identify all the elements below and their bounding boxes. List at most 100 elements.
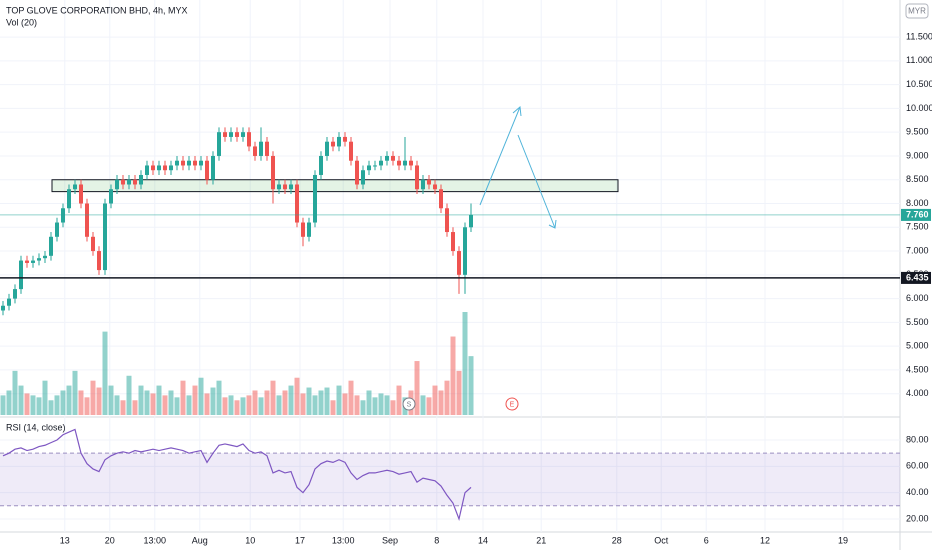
volume-bar <box>432 385 438 415</box>
candle-body <box>469 214 473 228</box>
candle-body <box>223 132 227 137</box>
candle-body <box>397 160 401 166</box>
candle-body <box>19 260 23 290</box>
candle-body <box>313 174 317 223</box>
rsi-band <box>0 453 900 506</box>
volume-bar <box>192 385 198 415</box>
candle-body <box>79 184 83 204</box>
event-label: E <box>510 401 515 408</box>
volume-bar <box>156 385 162 415</box>
volume-bar <box>24 393 30 415</box>
volume-bar <box>120 400 126 415</box>
candle-body <box>235 132 239 137</box>
volume-bar <box>282 390 288 415</box>
candle-body <box>13 289 17 299</box>
y-tick-label: 6.000 <box>906 293 929 303</box>
zone <box>51 179 619 193</box>
y-tick-label: 10.500 <box>906 79 932 89</box>
volume-bar <box>258 397 264 415</box>
x-tick-label: 12 <box>760 535 770 545</box>
currency-box[interactable] <box>905 3 929 19</box>
volume-bar <box>318 390 324 415</box>
candle-body <box>295 184 299 223</box>
candle-body <box>163 165 167 171</box>
chart-title: TOP GLOVE CORPORATION BHD, 4h, MYX <box>6 5 188 15</box>
candle-body <box>43 255 47 259</box>
candle-body <box>289 184 293 190</box>
y-tick-label: 8.000 <box>906 198 929 208</box>
volume-bar <box>114 395 120 415</box>
candle-body <box>445 208 449 233</box>
volume-bar <box>444 380 450 415</box>
volume-bar <box>264 390 270 415</box>
volume-bar <box>150 393 156 415</box>
x-tick-label: 13 <box>60 535 70 545</box>
candle-body <box>211 155 215 180</box>
x-tick-label: 14 <box>478 535 488 545</box>
candle-body <box>433 184 437 190</box>
y-tick-label: 40.00 <box>906 487 929 497</box>
candle-body <box>73 184 77 190</box>
candle-body <box>109 189 113 204</box>
candle-body <box>85 203 89 237</box>
candle-body <box>199 160 203 166</box>
support-box <box>901 271 931 284</box>
y-tick-label: 9.000 <box>906 150 929 160</box>
volume-bar <box>42 380 48 415</box>
volume-bar <box>174 397 180 415</box>
candle-body <box>319 155 323 175</box>
last-price-label: 7.760 <box>906 209 929 219</box>
y-tick-label: 11.500 <box>906 31 932 41</box>
candle-body <box>457 251 461 275</box>
y-tick-label: 8.500 <box>906 174 929 184</box>
candle-body <box>253 146 257 156</box>
volume-bar <box>216 380 222 415</box>
volume-bar <box>252 390 258 415</box>
candle-body <box>55 222 59 237</box>
x-tick-label: 8 <box>434 535 439 545</box>
x-tick-label: Sep <box>382 535 398 545</box>
candle-body <box>403 160 407 166</box>
x-tick-label: 13:00 <box>144 535 167 545</box>
event-label: S <box>407 401 412 408</box>
volume-bar <box>168 390 174 415</box>
y-tick-label: 7.000 <box>906 245 929 255</box>
candle-body <box>427 179 431 185</box>
volume-bar <box>312 395 318 415</box>
candle-body <box>415 165 419 190</box>
y-tick-label: 60.00 <box>906 461 929 471</box>
volume-bar <box>270 380 276 415</box>
last-price-box <box>901 208 931 221</box>
x-tick-label: 21 <box>536 535 546 545</box>
volume-bar <box>360 400 366 415</box>
volume-title: Vol (20) <box>6 17 37 27</box>
x-tick-label: Aug <box>192 535 208 545</box>
candle-body <box>175 160 179 166</box>
volume-bar <box>414 361 420 415</box>
y-tick-label: 10.000 <box>906 103 932 113</box>
volume-bar <box>78 390 84 415</box>
candle-body <box>127 179 131 185</box>
candle-body <box>367 165 371 171</box>
y-tick-label: 7.500 <box>906 222 929 232</box>
volume-bar <box>180 380 186 415</box>
volume-bar <box>48 400 54 415</box>
volume-bar <box>306 387 312 415</box>
volume-bar <box>354 395 360 415</box>
volume-bar <box>336 385 342 415</box>
volume-bar <box>138 385 144 415</box>
volume-bar <box>228 395 234 415</box>
volume-bar <box>96 387 102 415</box>
volume-bar <box>66 385 72 415</box>
volume-bar <box>246 395 252 415</box>
candle-body <box>307 222 311 237</box>
volume-bar <box>0 395 6 415</box>
y-tick-label: 4.500 <box>906 364 929 374</box>
volume-bar <box>348 380 354 415</box>
candle-body <box>169 165 173 171</box>
volume-bar <box>450 336 456 415</box>
candle-body <box>421 179 425 190</box>
candle-body <box>121 179 125 185</box>
y-tick-label: 9.500 <box>906 127 929 137</box>
